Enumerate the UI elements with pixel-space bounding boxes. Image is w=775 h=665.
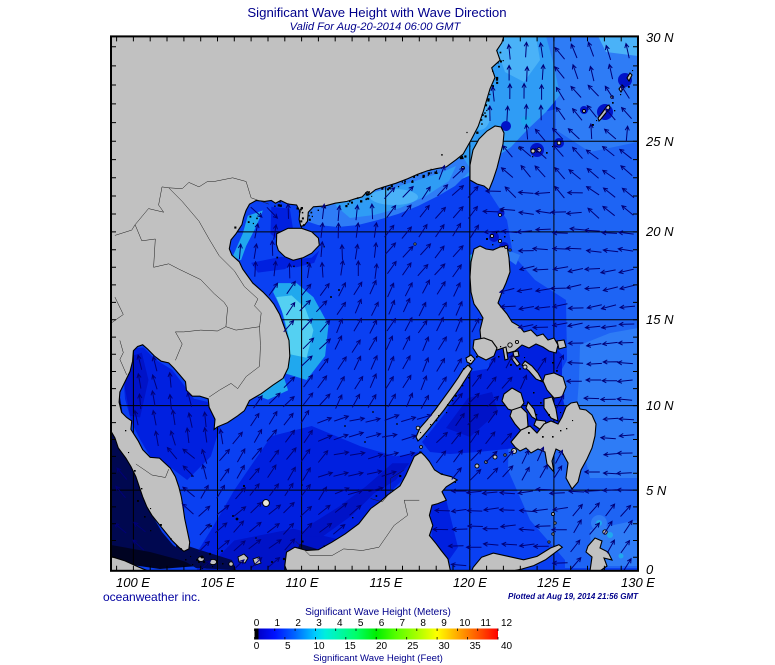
svg-text:9: 9 [441, 618, 447, 629]
svg-text:10: 10 [313, 641, 325, 652]
svg-text:5 N: 5 N [646, 483, 667, 498]
svg-text:Significant Wave Height (Meter: Significant Wave Height (Meters) [305, 607, 451, 618]
svg-text:5: 5 [358, 618, 364, 629]
svg-text:25 N: 25 N [645, 134, 674, 149]
svg-text:40: 40 [501, 641, 513, 652]
svg-text:1: 1 [275, 618, 281, 629]
svg-text:5: 5 [285, 641, 291, 652]
svg-text:105 E: 105 E [201, 575, 235, 590]
svg-text:125 E: 125 E [537, 575, 571, 590]
svg-text:6: 6 [379, 618, 385, 629]
svg-text:Plotted at Aug 19, 2014 21:56: Plotted at Aug 19, 2014 21:56 GMT [508, 592, 639, 601]
svg-text:100 E: 100 E [116, 575, 150, 590]
svg-text:115 E: 115 E [369, 575, 402, 590]
svg-text:120 E: 120 E [453, 575, 487, 590]
svg-text:2: 2 [295, 618, 301, 629]
svg-text:130 E: 130 E [621, 575, 655, 590]
svg-text:Significant Wave Height with W: Significant Wave Height with Wave Direct… [247, 5, 506, 20]
svg-text:0: 0 [646, 562, 654, 577]
svg-text:4: 4 [337, 618, 343, 629]
svg-text:12: 12 [501, 618, 513, 629]
svg-text:15: 15 [345, 641, 357, 652]
svg-text:10: 10 [459, 618, 471, 629]
svg-text:3: 3 [316, 618, 322, 629]
svg-text:Valid For Aug-20-2014 06:00 GM: Valid For Aug-20-2014 06:00 GMT [290, 21, 462, 33]
svg-text:11: 11 [481, 618, 492, 629]
svg-text:30: 30 [438, 641, 450, 652]
svg-text:Significant Wave Height (Feet): Significant Wave Height (Feet) [313, 653, 443, 664]
svg-text:oceanweather inc.: oceanweather inc. [103, 590, 200, 604]
svg-text:110 E: 110 E [285, 575, 318, 590]
svg-text:8: 8 [420, 618, 426, 629]
svg-text:20: 20 [376, 641, 388, 652]
svg-text:0: 0 [254, 618, 260, 629]
svg-text:35: 35 [470, 641, 482, 652]
svg-text:15 N: 15 N [646, 312, 674, 327]
svg-text:10 N: 10 N [646, 398, 674, 413]
svg-text:25: 25 [407, 641, 419, 652]
svg-text:0: 0 [254, 641, 260, 652]
svg-text:30 N: 30 N [646, 30, 674, 45]
svg-text:7: 7 [400, 618, 406, 629]
svg-text:20 N: 20 N [645, 224, 674, 239]
